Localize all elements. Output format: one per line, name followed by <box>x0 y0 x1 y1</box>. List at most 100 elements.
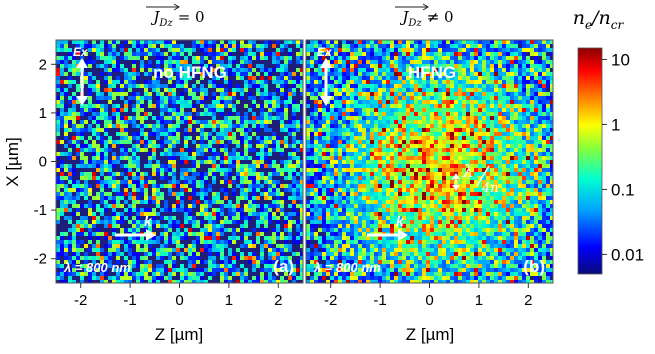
density-cell <box>132 80 136 84</box>
density-cell <box>220 208 224 212</box>
density-cell <box>156 40 160 44</box>
density-cell <box>414 68 418 72</box>
density-cell <box>398 124 402 128</box>
density-cell <box>140 60 144 64</box>
density-cell <box>212 112 216 116</box>
density-cell <box>192 168 196 172</box>
density-cell <box>152 208 156 212</box>
density-cell <box>160 224 164 228</box>
density-cell <box>68 156 72 160</box>
density-cell <box>514 72 518 76</box>
density-cell <box>124 280 128 283</box>
density-cell <box>526 136 530 140</box>
density-cell <box>200 232 204 236</box>
density-cell <box>402 128 406 132</box>
density-cell <box>100 172 104 176</box>
density-cell <box>176 68 180 72</box>
density-cell <box>514 136 518 140</box>
density-cell <box>518 96 522 100</box>
density-cell <box>390 156 394 160</box>
density-cell <box>96 192 100 196</box>
density-cell <box>176 232 180 236</box>
density-cell <box>60 264 64 268</box>
density-cell <box>418 156 422 160</box>
density-cell <box>362 68 366 72</box>
density-cell <box>366 128 370 132</box>
density-cell <box>240 192 244 196</box>
density-cell <box>232 40 236 44</box>
density-cell <box>374 68 378 72</box>
density-cell <box>104 196 108 200</box>
density-cell <box>490 40 494 44</box>
density-cell <box>490 56 494 60</box>
density-cell <box>204 236 208 240</box>
density-cell <box>180 268 184 272</box>
density-cell <box>538 108 542 112</box>
density-cell <box>350 184 354 188</box>
density-cell <box>330 140 334 144</box>
density-cell <box>466 112 470 116</box>
density-cell <box>362 176 366 180</box>
density-cell <box>454 152 458 156</box>
density-cell <box>276 80 280 84</box>
density-cell <box>450 96 454 100</box>
density-cell <box>470 168 474 172</box>
density-cell <box>180 208 184 212</box>
density-cell <box>414 184 418 188</box>
density-cell <box>306 140 310 144</box>
density-cell <box>422 76 426 80</box>
density-cell <box>430 144 434 148</box>
density-cell <box>268 216 272 220</box>
density-cell <box>406 44 410 48</box>
density-cell <box>394 68 398 72</box>
density-cell <box>68 152 72 156</box>
density-cell <box>506 96 510 100</box>
density-cell <box>132 228 136 232</box>
density-cell <box>84 144 88 148</box>
density-cell <box>208 200 212 204</box>
density-cell <box>494 132 498 136</box>
density-cell <box>268 108 272 112</box>
density-cell <box>292 132 296 136</box>
density-cell <box>148 92 152 96</box>
density-cell <box>406 104 410 108</box>
density-cell <box>430 64 434 68</box>
density-cell <box>418 52 422 56</box>
density-cell <box>510 120 514 124</box>
density-cell <box>434 136 438 140</box>
density-cell <box>398 144 402 148</box>
density-cell <box>260 48 264 52</box>
density-cell <box>300 256 303 260</box>
density-cell <box>68 172 72 176</box>
density-cell <box>188 276 192 280</box>
density-cell <box>144 248 148 252</box>
density-cell <box>490 184 494 188</box>
density-cell <box>406 136 410 140</box>
density-cell <box>112 196 116 200</box>
density-cell <box>314 124 318 128</box>
density-cell <box>394 168 398 172</box>
density-cell <box>272 160 276 164</box>
density-cell <box>322 52 326 56</box>
density-cell <box>68 192 72 196</box>
density-cell <box>438 144 442 148</box>
density-cell <box>542 180 546 184</box>
density-cell <box>68 48 72 52</box>
density-cell <box>272 148 276 152</box>
density-cell <box>354 152 358 156</box>
density-cell <box>208 132 212 136</box>
density-cell <box>374 156 378 160</box>
density-cell <box>454 128 458 132</box>
density-cell <box>124 104 128 108</box>
density-cell <box>80 164 84 168</box>
density-cell <box>232 88 236 92</box>
panel-a-field-arrow-head-up <box>76 58 88 68</box>
density-cell <box>168 228 172 232</box>
density-cell <box>284 240 288 244</box>
density-cell <box>374 164 378 168</box>
density-cell <box>506 132 510 136</box>
density-cell <box>176 280 180 283</box>
density-cell <box>128 172 132 176</box>
density-cell <box>300 212 303 216</box>
density-cell <box>358 88 362 92</box>
